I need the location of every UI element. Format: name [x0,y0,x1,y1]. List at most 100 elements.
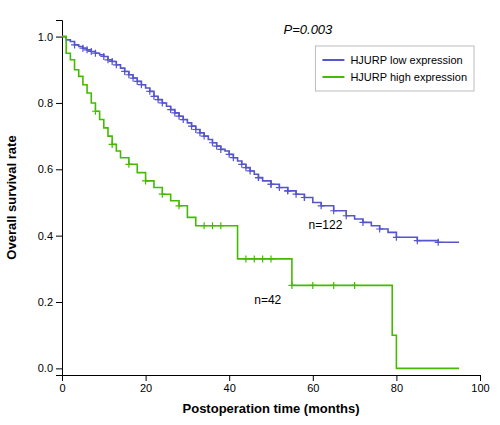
y-tick-mark [56,103,62,104]
censor-mark [318,202,325,209]
censor-mark [171,109,178,116]
x-tick-label: 20 [140,382,152,394]
legend: HJURP low expression HJURP high expressio… [315,46,474,91]
censor-mark [125,161,132,168]
censor-mark [238,161,245,168]
x-tick-mark [313,375,314,381]
y-tick: 0.0 [38,362,62,374]
censor-mark [209,139,216,146]
x-tick-label: 0 [59,382,65,394]
censor-mark [268,181,275,188]
x-tick: 20 [140,375,152,394]
censor-mark [88,48,95,55]
x-tick-label: 40 [224,382,236,394]
censor-mark [84,46,91,53]
censor-mark [255,174,262,181]
x-axis-line [63,376,481,382]
censor-mark [247,167,254,174]
chart: 0204060801000.00.20.40.60.81.0Postoperat… [0,0,500,425]
y-tick-label: 1.0 [38,31,53,43]
censor-mark [288,282,295,289]
censor-mark [113,61,120,68]
censor-mark [251,255,258,262]
legend-item: HJURP low expression [322,54,462,66]
censor-mark [100,53,107,60]
censor-mark [276,184,283,191]
y-tick: 0.6 [38,163,62,175]
legend-label: HJURP high expression [350,71,467,83]
censor-mark [150,93,157,100]
y-tick-mark [56,368,62,369]
censor-mark [130,75,137,82]
censor-mark [284,187,291,194]
censor-mark [255,174,262,181]
censor-mark [79,45,86,52]
censor-mark [259,255,266,262]
y-tick-mark [56,302,62,303]
censor-mark [435,239,442,246]
censor-mark [71,41,78,48]
censor-mark [230,154,237,161]
y-tick: 0.8 [38,97,62,109]
censor-mark [159,99,166,106]
censor-mark [209,222,216,229]
y-axis-line [56,21,63,376]
censor-mark [201,222,208,229]
censor-mark [330,207,337,214]
legend-swatch [322,59,344,61]
censor-mark [142,177,149,184]
legend-box [315,46,474,91]
legend-label: HJURP low expression [350,54,462,66]
x-tick: 0 [59,375,65,394]
x-tick: 80 [391,375,403,394]
censor-mark [301,194,308,201]
censor-mark [414,237,421,244]
y-tick-label: 0.6 [38,163,53,175]
x-tick-label: 60 [307,382,319,394]
censor-mark [146,88,153,95]
legend-item: HJURP high expression [322,71,467,83]
censor-mark [226,151,233,158]
censor-mark [159,191,166,198]
x-tick-label: 80 [391,382,403,394]
censor-mark [92,50,99,57]
x-tick-mark [229,375,230,381]
censor-mark [301,194,308,201]
censor-mark [176,202,183,209]
censor-mark [138,81,145,88]
censor-mark [155,96,162,103]
censor-mark [176,113,183,120]
censor-mark [134,78,141,85]
censor-mark [201,133,208,140]
censor-mark [213,143,220,150]
y-tick: 0.2 [38,296,62,308]
x-tick-mark [480,375,481,381]
p-value: P=0.003 [284,22,334,37]
y-tick-label: 0.2 [38,296,53,308]
x-axis-title: Postoperation time (months) [183,401,360,416]
censor-mark [196,129,203,136]
censor-mark [393,234,400,241]
censor-mark [109,141,116,148]
censor-mark [125,71,132,78]
x-tick-mark [396,375,397,381]
censor-mark [293,191,300,198]
x-tick: 60 [307,375,319,394]
y-tick-mark [56,37,62,38]
censor-mark [242,255,249,262]
x-tick: 100 [471,375,489,394]
censor-mark [330,282,337,289]
censor-mark [217,146,224,153]
censor-mark [109,58,116,65]
y-axis-title: Overall survival rate [4,135,19,259]
censor-mark [92,108,99,115]
y-tick-label: 0.8 [38,97,53,109]
censor-mark [180,116,187,123]
censor-mark [167,106,174,113]
censor-mark [376,226,383,233]
count-label: n=122 [309,218,343,232]
censor-mark [268,255,275,262]
count-label: n=42 [254,293,281,307]
censor-mark [192,126,199,133]
x-tick-label: 100 [471,382,489,394]
